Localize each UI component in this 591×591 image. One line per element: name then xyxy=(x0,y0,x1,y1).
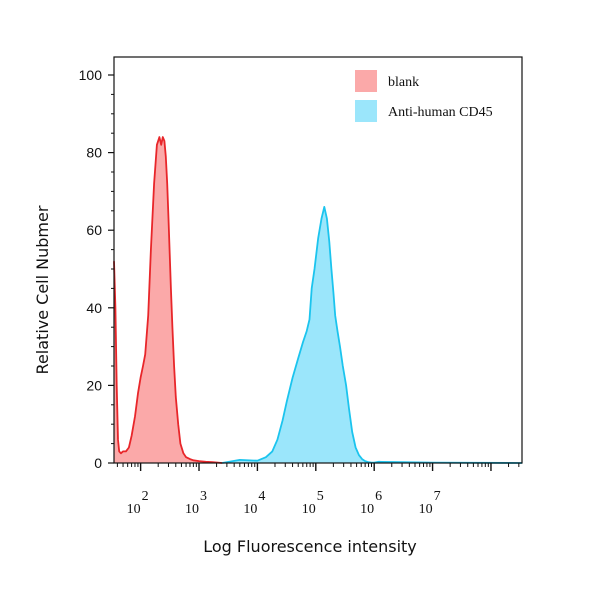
x-tick-label-base: 10 xyxy=(419,502,433,517)
x-tick-label-exponent: 4 xyxy=(258,489,265,504)
legend: blank Anti-human CD45 xyxy=(355,70,493,122)
x-tick-label-exponent: 6 xyxy=(375,489,382,504)
series-layer xyxy=(113,136,523,464)
x-tick-label-exponent: 3 xyxy=(200,489,207,504)
y-tick-label: 40 xyxy=(86,300,102,316)
legend-swatch-blank xyxy=(355,70,377,92)
x-tick-label: 107 xyxy=(419,489,441,517)
plot-frame xyxy=(113,56,523,464)
legend-label-anti-human-cd45: Anti-human CD45 xyxy=(388,105,493,120)
x-tick-label-exponent: 2 xyxy=(142,489,149,504)
x-tick-label-base: 10 xyxy=(302,502,316,517)
x-tick-label-exponent: 5 xyxy=(317,489,324,504)
x-tick-label: 104 xyxy=(243,489,265,517)
legend-label-blank: blank xyxy=(388,75,419,90)
x-tick-label: 106 xyxy=(360,489,382,517)
y-tick-label: 80 xyxy=(86,145,102,161)
y-tick-label: 0 xyxy=(94,455,102,471)
x-tick-label-base: 10 xyxy=(127,502,141,517)
legend-swatch-anti-human-cd45 xyxy=(355,100,377,122)
x-axis-title: Log Fluorescence intensity xyxy=(203,537,417,556)
x-tick-label-base: 10 xyxy=(360,502,374,517)
x-tick-label: 105 xyxy=(302,489,324,517)
x-tick-label-base: 10 xyxy=(243,502,257,517)
series-line-anti-human-cd45 xyxy=(222,206,523,464)
y-tick-label: 100 xyxy=(79,67,103,83)
series-area-blank xyxy=(114,137,223,463)
x-tick-label: 103 xyxy=(185,489,207,517)
series-line-blank xyxy=(113,136,223,464)
x-tick-label-exponent: 7 xyxy=(434,489,441,504)
x-tick-label-base: 10 xyxy=(185,502,199,517)
series-area-anti-human-cd45 xyxy=(222,206,522,463)
x-tick-label: 102 xyxy=(127,489,149,517)
y-tick-label: 60 xyxy=(86,222,102,238)
y-axis-title: Relative Cell Nubmer xyxy=(33,205,52,374)
y-tick-label: 20 xyxy=(86,377,102,393)
